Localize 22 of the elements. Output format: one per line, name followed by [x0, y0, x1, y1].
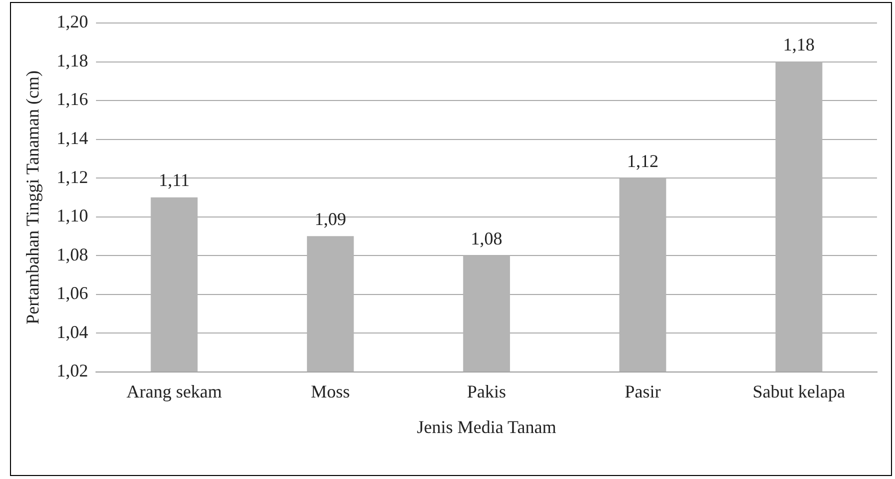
- x-tick-label: Moss: [310, 381, 350, 402]
- x-tick-label: Arang sekam: [126, 381, 222, 402]
- y-tick-label: 1,04: [56, 322, 88, 342]
- x-tick-label: Pasir: [624, 381, 661, 402]
- y-tick-label: 1,12: [56, 166, 88, 187]
- y-tick-label: 1,18: [56, 50, 88, 70]
- data-label: 1,12: [626, 150, 658, 171]
- data-label: 1,18: [783, 34, 815, 54]
- y-tick-label: 1,20: [56, 12, 88, 32]
- y-tick-label: 1,06: [56, 283, 88, 304]
- y-tick-label: 1,16: [56, 89, 88, 110]
- x-tick-label: Sabut kelapa: [752, 381, 846, 402]
- y-axis-title: Pertambahan Tinggi Tanaman (cm): [22, 70, 43, 324]
- x-axis-title: Jenis Media Tanam: [416, 416, 556, 437]
- y-tick-label: 1,14: [56, 128, 88, 148]
- data-label: 1,08: [470, 228, 502, 248]
- y-tick-label: 1,02: [56, 360, 88, 381]
- data-label: 1,09: [314, 208, 346, 229]
- x-tick-label: Pakis: [467, 381, 506, 402]
- y-tick-label: 1,08: [56, 244, 88, 264]
- data-label: 1,11: [158, 170, 190, 190]
- y-tick-label: 1,10: [56, 206, 88, 226]
